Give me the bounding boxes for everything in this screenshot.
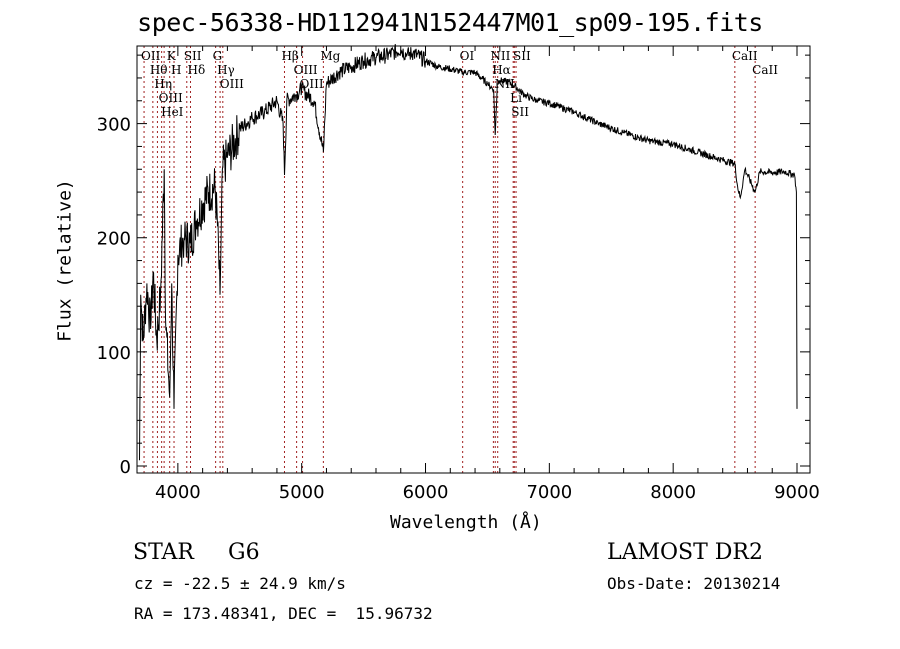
line-marker-label: OIII <box>300 77 324 91</box>
line-marker-label: OII <box>141 49 161 63</box>
x-tick-label: 8000 <box>650 482 696 503</box>
line-marker-label: OIII <box>159 91 183 105</box>
object-class: STAR <box>133 540 194 565</box>
coords-text: RA = 173.48341, DEC = 15.96732 <box>134 604 433 623</box>
x-tick-label: 9000 <box>774 482 820 503</box>
x-tick-label: 5000 <box>279 482 325 503</box>
y-tick-label: 300 <box>97 115 131 136</box>
line-marker-label: Hα <box>492 63 511 77</box>
line-marker-label: Mg <box>320 49 340 63</box>
y-axis-label: Flux (relative) <box>54 179 76 342</box>
y-tick-label: 200 <box>97 229 131 250</box>
x-tick-label: 6000 <box>403 482 449 503</box>
x-tick-label: 4000 <box>155 482 201 503</box>
line-marker-label: OIII <box>294 63 318 77</box>
line-marker-label: Hθ <box>150 63 168 77</box>
line-marker-label: Hη <box>154 77 172 91</box>
survey-label: LAMOST DR2 <box>607 540 763 565</box>
y-tick-label: 0 <box>120 457 131 478</box>
line-marker-label: CaII <box>752 63 778 77</box>
line-marker-label: OI <box>460 49 475 63</box>
line-marker-label: H <box>171 63 181 77</box>
line-marker-label: Hβ <box>281 49 298 63</box>
line-marker-label: SII <box>511 105 529 119</box>
plot-frame <box>136 45 811 474</box>
line-marker-label: SII <box>184 49 202 63</box>
redshift-text: cz = -22.5 ± 24.9 km/s <box>134 574 346 593</box>
line-marker-label: SII <box>513 49 531 63</box>
line-marker-label: Li <box>510 91 522 105</box>
x-axis-label: Wavelength (Å) <box>390 512 542 533</box>
obs-date-text: Obs-Date: 20130214 <box>607 574 781 593</box>
line-marker-label: G <box>213 49 223 63</box>
line-marker-label: Hγ <box>217 63 235 77</box>
object-subclass: G6 <box>228 540 260 565</box>
line-marker-label: OIII <box>220 77 244 91</box>
line-marker-label: Hδ <box>187 63 205 77</box>
y-tick-label: 100 <box>97 343 131 364</box>
line-marker-label: HeI <box>161 105 184 119</box>
line-marker-label: K <box>167 49 177 63</box>
x-tick-label: 7000 <box>526 482 572 503</box>
line-marker-label: NII <box>490 49 510 63</box>
chart-title: spec-56338-HD112941N152447M01_sp09-195.f… <box>137 8 763 37</box>
spectrum-line <box>139 44 798 461</box>
line-marker-label: CaII <box>732 49 758 63</box>
